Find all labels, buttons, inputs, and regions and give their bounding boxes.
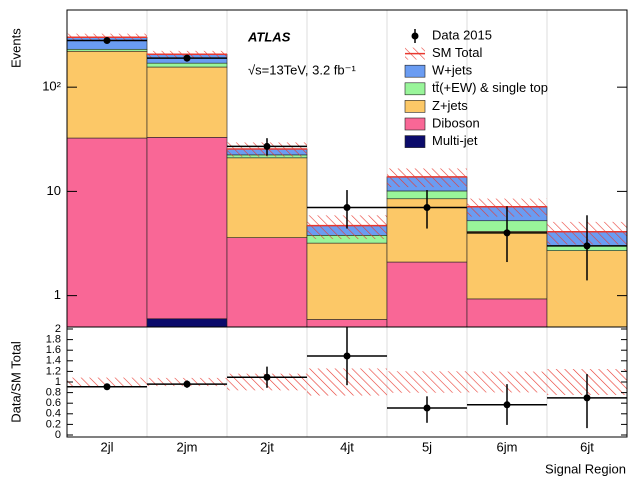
- stack-segment: [67, 137, 148, 327]
- ratio-frame: [66, 326, 628, 438]
- data-point: [423, 204, 431, 212]
- energy-label: √s=13TeV, 3.2 fb⁻¹: [248, 62, 357, 77]
- x-tick-label: 4jt: [340, 439, 354, 454]
- ratio-point: [503, 401, 511, 409]
- y-tick-label: 1: [54, 287, 61, 302]
- main-plot: [67, 10, 627, 327]
- x-axis-label: Signal Region: [545, 461, 626, 476]
- ratio-uncertainty: [467, 371, 547, 393]
- legend-marker: [404, 100, 426, 113]
- legend-marker: [411, 32, 419, 40]
- ratio-point: [103, 383, 111, 391]
- ratio-plot: [67, 327, 627, 437]
- ratio-point: [183, 380, 191, 388]
- stack-segment: [146, 62, 228, 68]
- ratio-point: [423, 404, 431, 412]
- ratio-uncertainty: [387, 371, 467, 393]
- ratio-y-tick-label: 1.2: [46, 365, 61, 377]
- legend-label: Multi-jet: [432, 133, 478, 148]
- data-point: [103, 37, 111, 45]
- ratio-y-axis-label: Data/SM Total: [8, 341, 23, 423]
- stack-segment: [306, 242, 388, 320]
- legend-label: Data 2015: [432, 27, 492, 42]
- x-tick-label: 2jm: [177, 439, 198, 454]
- legend-marker: [404, 135, 426, 148]
- ratio-y-tick-label: 0.4: [46, 408, 61, 420]
- ratio-y-tick-label: 2: [55, 323, 61, 335]
- ratio-y-tick-label: 1.8: [46, 334, 61, 346]
- x-tick-label: 2jl: [100, 439, 113, 454]
- stack-segment: [67, 48, 148, 52]
- ratio-y-tick-label: 0.8: [46, 387, 61, 399]
- ratio-y-tick-label: 1: [55, 376, 61, 388]
- x-tick-label: 5j: [422, 439, 432, 454]
- legend-label: Diboson: [432, 115, 480, 130]
- stack-segment: [146, 318, 228, 327]
- legend-marker: [404, 117, 426, 131]
- data-point: [183, 54, 191, 62]
- y-axis-label: Events: [8, 28, 23, 68]
- sm-uncertainty: [387, 168, 467, 188]
- stack-segment: [226, 237, 308, 327]
- y-tick-label: 10: [47, 183, 61, 198]
- stack-segment: [466, 298, 548, 327]
- x-tick-label: 2jt: [260, 439, 274, 454]
- legend-marker: [404, 82, 426, 96]
- stack-segment: [67, 50, 148, 139]
- stack-segment: [226, 157, 308, 238]
- ratio-y-tick-label: 0.2: [46, 418, 61, 430]
- x-tick-label: 6jt: [580, 439, 594, 454]
- legend-label: tt̄(+EW) & single top: [432, 80, 548, 95]
- legend-label: Z+jets: [432, 98, 468, 113]
- stack-segment: [146, 137, 228, 320]
- ratio-y-tick-label: 0.6: [46, 397, 61, 409]
- stack-segment: [146, 66, 228, 138]
- ratio-point: [583, 394, 591, 402]
- legend-marker: [404, 64, 426, 78]
- atlas-label: ATLAS: [247, 29, 291, 44]
- ratio-point: [263, 373, 271, 381]
- ratio-y-tick-label: 1.6: [46, 344, 61, 356]
- legend-label: W+jets: [432, 63, 473, 78]
- x-tick-label: 6jm: [497, 439, 518, 454]
- ratio-y-tick-label: 0: [55, 429, 61, 441]
- data-point: [583, 242, 591, 250]
- stack-segment: [386, 261, 468, 327]
- data-point: [503, 229, 511, 237]
- legend-label: SM Total: [432, 45, 482, 60]
- y-tick-label: 10²: [42, 79, 61, 94]
- ratio-point: [343, 352, 351, 360]
- ratio-uncertainty: [67, 377, 147, 387]
- data-point: [343, 204, 351, 212]
- ratio-y-tick-label: 1.4: [46, 355, 61, 367]
- data-point: [263, 142, 271, 150]
